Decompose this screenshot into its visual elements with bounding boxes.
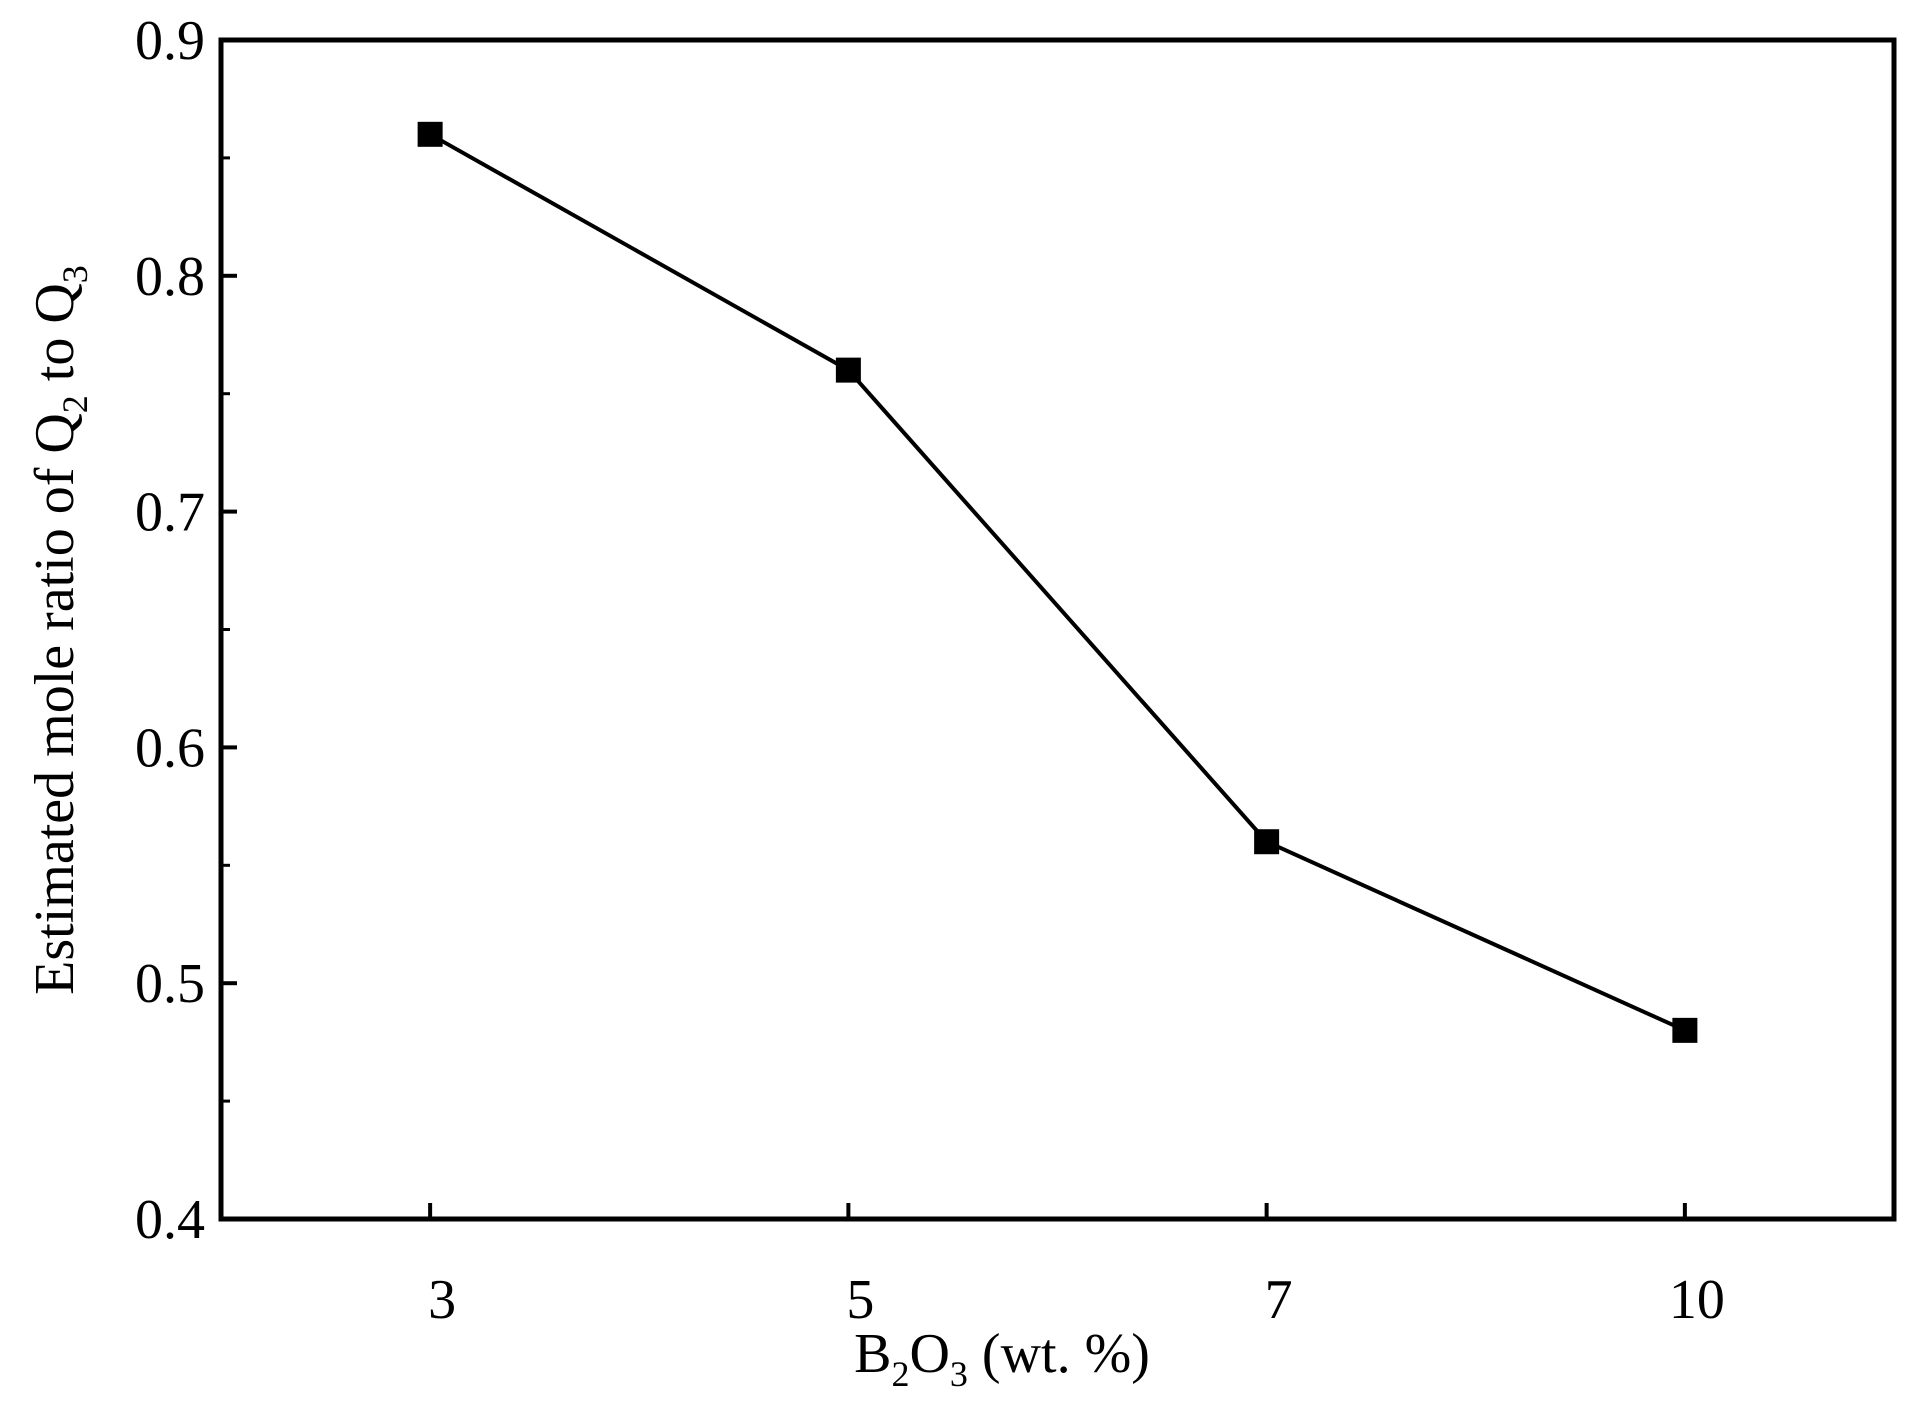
data-point-marker	[1254, 829, 1280, 855]
data-point-marker	[417, 121, 443, 147]
x-axis-title-part: B	[854, 1323, 891, 1385]
y-tick-label: 0.6	[135, 717, 205, 779]
y-tick-label: 0.8	[135, 246, 205, 308]
y-axis-title-part: to Q	[24, 283, 86, 395]
y-axis: 0.4 0.5 0.6 0.7 0.8 0.9	[135, 10, 237, 1251]
x-tick-label: 10	[1669, 1269, 1725, 1331]
x-tick-label: 5	[846, 1269, 874, 1331]
x-tick-label: 7	[1265, 1269, 1293, 1331]
data-point-marker	[1672, 1017, 1698, 1043]
x-axis: 3 5 7 10	[428, 1203, 1725, 1331]
x-axis-title-part: (wt. %)	[968, 1323, 1150, 1385]
y-tick-label: 0.4	[135, 1189, 205, 1251]
y-tick-label: 0.7	[135, 482, 205, 544]
y-axis-title-sub: 2	[55, 395, 95, 413]
x-axis-title-part: O	[909, 1323, 949, 1385]
x-tick-label: 3	[428, 1269, 456, 1331]
series-line	[429, 132, 1686, 1033]
x-axis-title-sub: 2	[891, 1354, 909, 1394]
plot-frame	[218, 37, 1897, 1222]
y-axis-title-part: Estimated mole ratio of Q	[24, 413, 86, 995]
x-axis-title: B2O3 (wt. %)	[854, 1323, 1150, 1394]
data-point-marker	[835, 357, 861, 383]
y-tick-label: 0.9	[135, 10, 205, 72]
series-layer	[417, 121, 1698, 1043]
y-axis-title: Estimated mole ratio of Q2 to Q3	[24, 265, 95, 995]
x-axis-title-sub: 3	[950, 1354, 968, 1394]
y-axis-title-sub: 3	[55, 265, 95, 283]
y-tick-label: 0.5	[135, 953, 205, 1015]
